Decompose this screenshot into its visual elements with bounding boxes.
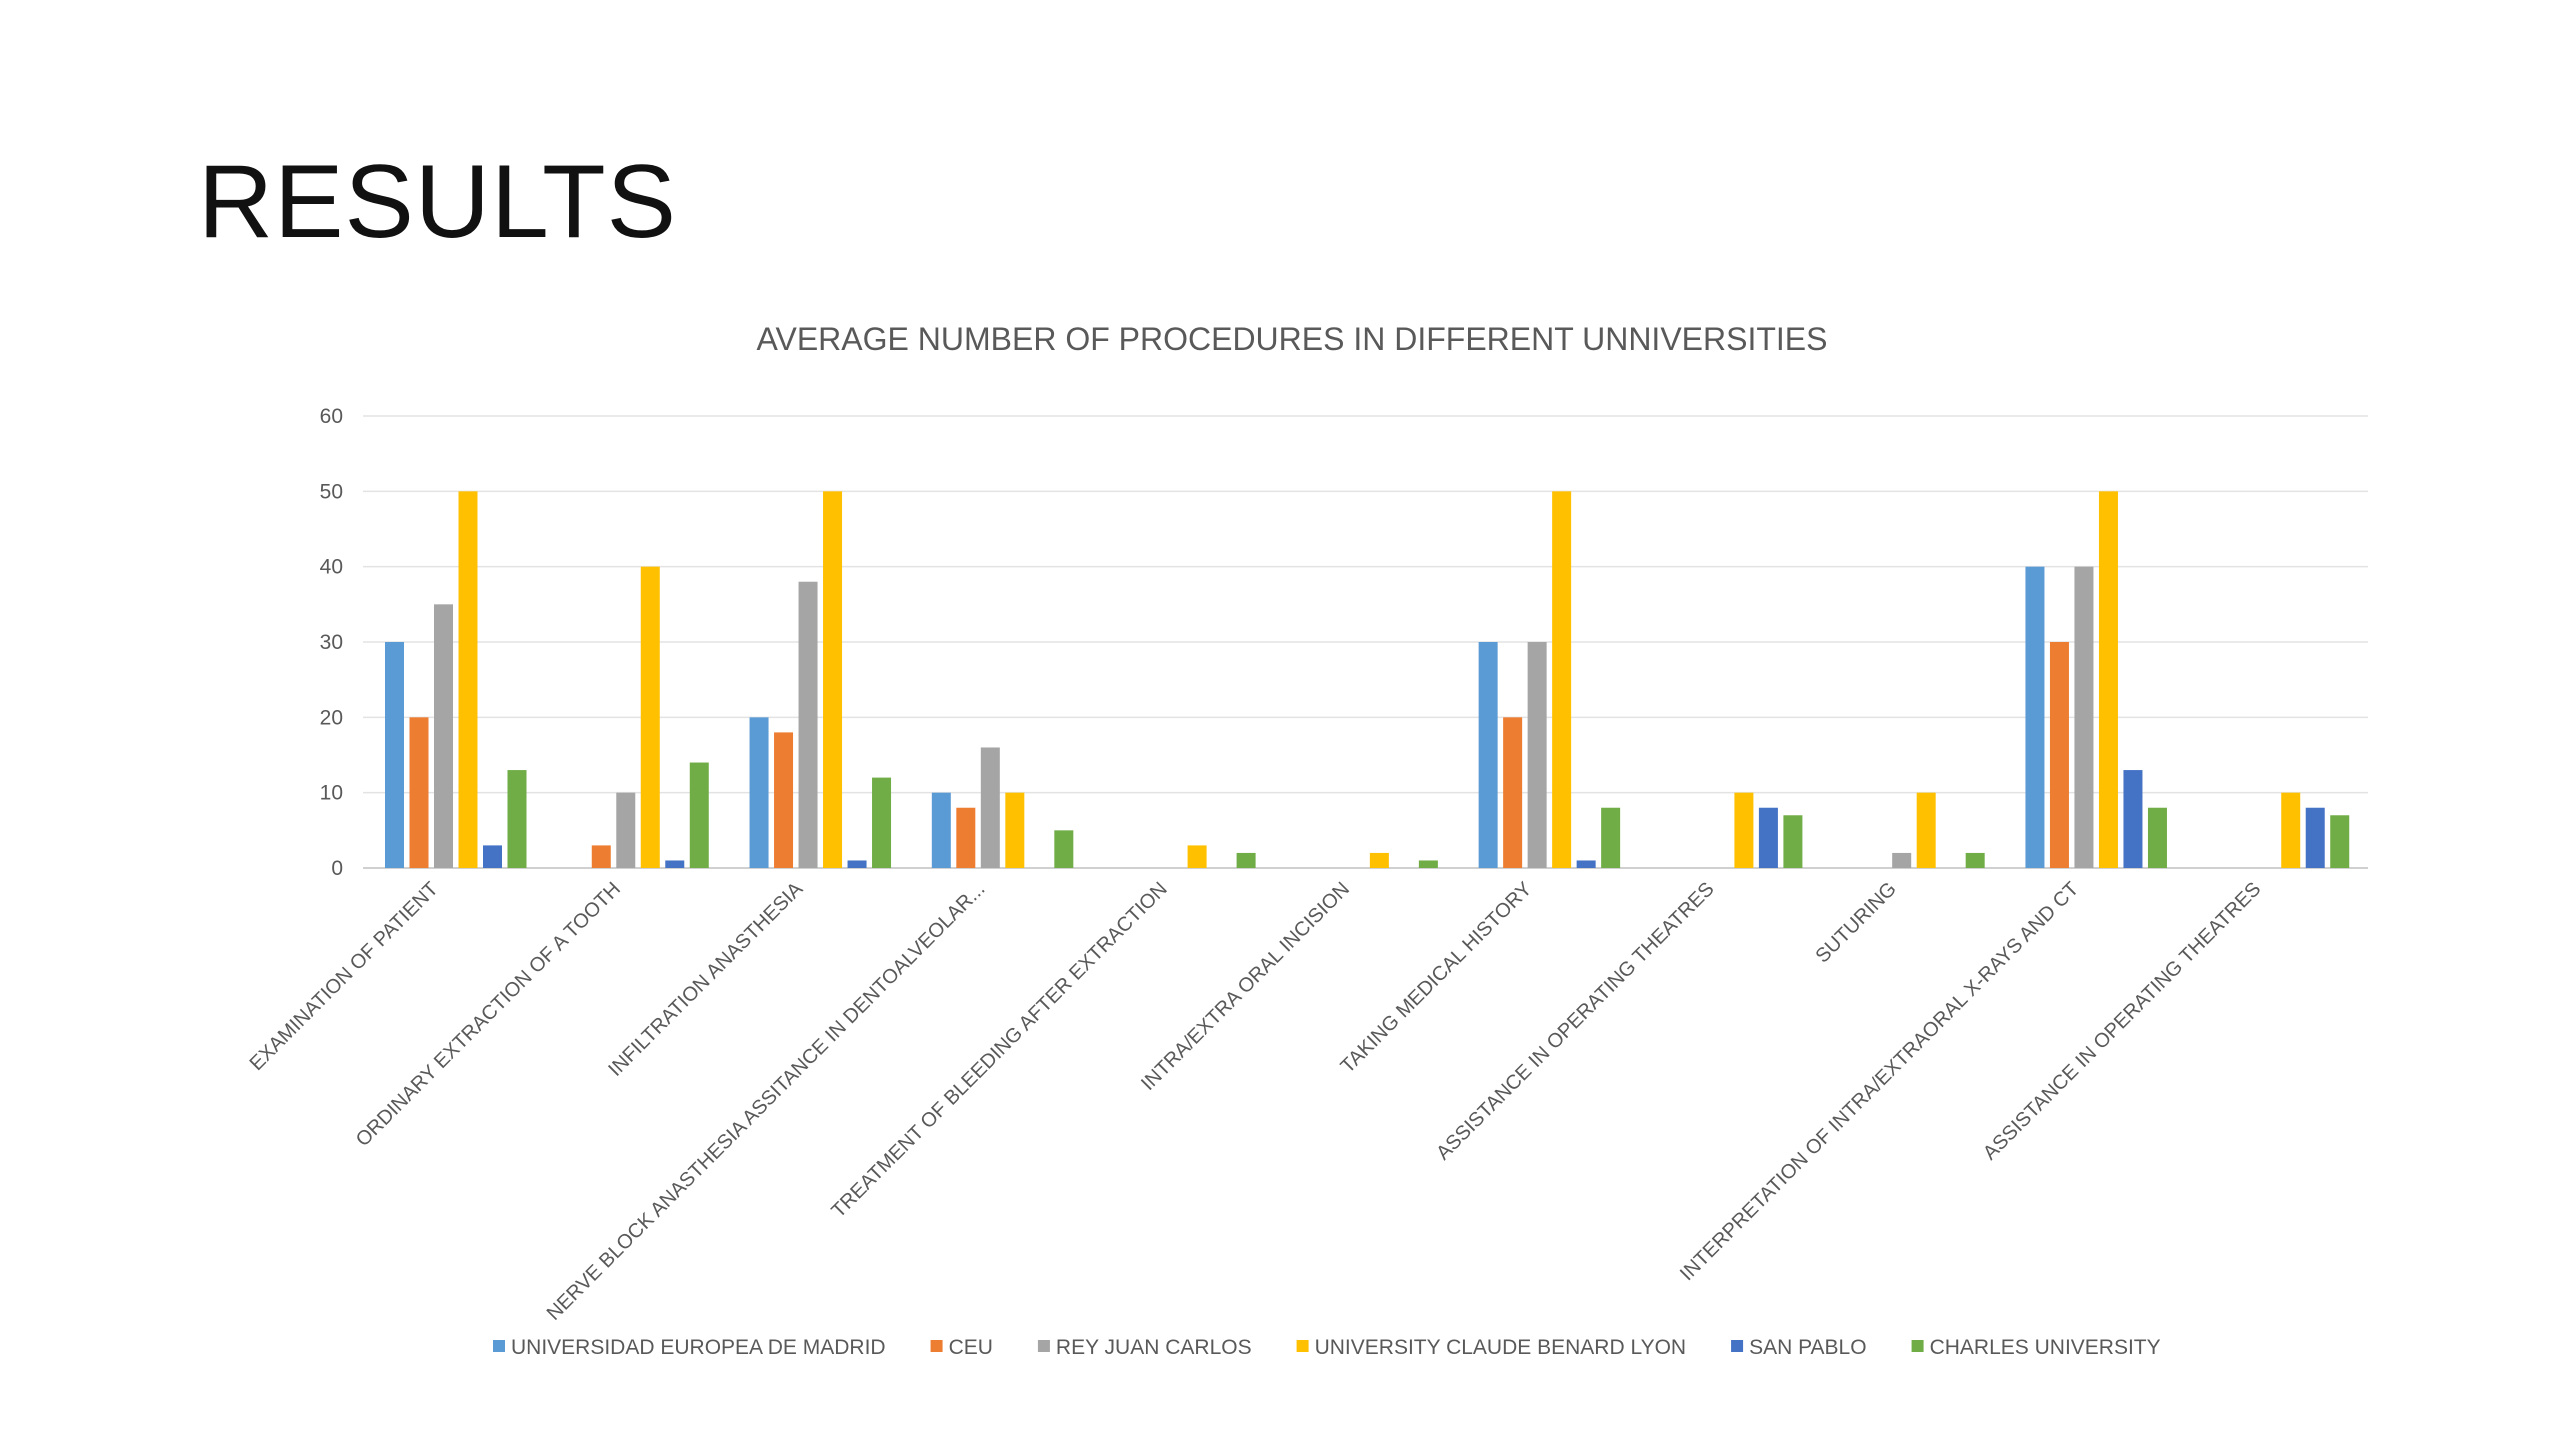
- bar: [689, 762, 709, 868]
- y-axis-ticks: 0 10 20 30 40 50 60: [320, 405, 343, 880]
- x-category-label: NERVE BLOCK ANASTHESIA ASSITANCE IN DENT…: [543, 878, 990, 1325]
- legend-swatch: [1037, 1340, 1050, 1352]
- bar: [665, 860, 685, 868]
- bar: [1369, 852, 1389, 868]
- bar: [507, 770, 527, 868]
- bar: [1892, 852, 1912, 868]
- bar: [2305, 807, 2325, 868]
- x-category-label: SUTURING: [1811, 878, 1900, 967]
- bar: [2025, 566, 2045, 868]
- bar: [2330, 815, 2350, 868]
- bar: [1236, 852, 1256, 868]
- bar: [2074, 566, 2094, 868]
- chart-title: AVERAGE NUMBER OF PROCEDURES IN DIFFEREN…: [757, 321, 1828, 357]
- y-tick-label: 0: [331, 857, 343, 880]
- bar: [434, 604, 453, 868]
- bar: [1503, 717, 1523, 868]
- legend-label: SAN PABLO: [1749, 1336, 1867, 1359]
- legend-label: REY JUAN CARLOS: [1056, 1336, 1252, 1359]
- x-category-label: INFILTRATION ANASTHESIA: [604, 878, 807, 1081]
- bar: [483, 845, 502, 868]
- bar: [1758, 807, 1778, 868]
- bar: [774, 732, 794, 868]
- y-tick-label: 20: [320, 706, 343, 729]
- y-tick-label: 30: [320, 631, 343, 654]
- bar: [385, 642, 404, 868]
- legend-label: UNIVERSITY CLAUDE BENARD LYON: [1315, 1336, 1686, 1359]
- bar: [1418, 860, 1438, 868]
- y-tick-label: 50: [320, 480, 343, 503]
- legend-swatch: [1911, 1340, 1924, 1352]
- legend-label: CEU: [949, 1336, 993, 1359]
- x-category-label: TAKING MEDICAL HISTORY: [1337, 878, 1537, 1078]
- bar: [1054, 830, 1074, 868]
- bars: [385, 491, 2350, 868]
- bar: [409, 717, 429, 868]
- bar: [1005, 792, 1025, 868]
- bar: [847, 860, 867, 868]
- y-tick-label: 40: [320, 556, 343, 579]
- x-category-label: INTRA/EXTRA ORAL INCISION: [1137, 878, 1354, 1095]
- bar: [2147, 807, 2167, 868]
- x-category-label: ASSISTANCE IN OPERATING THEATRES: [1432, 878, 1718, 1164]
- bar: [2098, 491, 2118, 868]
- bar: [2281, 792, 2301, 868]
- bar: [1527, 642, 1547, 868]
- bar: [1783, 815, 1803, 868]
- bar: [640, 566, 660, 868]
- bar: [1965, 852, 1985, 868]
- bar: [823, 491, 843, 868]
- x-category-label: INTERPRETATION OF INTRA/EXTRAORAL X-RAYS…: [1676, 878, 2083, 1285]
- legend: UNIVERSIDAD EUROPEA DE MADRID CEU REY JUAN…: [493, 1336, 2161, 1359]
- bar: [1916, 792, 1936, 868]
- bar: [1576, 860, 1596, 868]
- bar: [591, 845, 611, 868]
- slide-title: RESULTS: [198, 144, 677, 260]
- bar: [1734, 792, 1754, 868]
- y-tick-label: 60: [320, 405, 343, 428]
- bar: [616, 792, 636, 868]
- legend-swatch: [1731, 1340, 1744, 1352]
- bar: [749, 717, 769, 868]
- bar: [2049, 642, 2069, 868]
- bar: [458, 491, 478, 868]
- legend-swatch: [493, 1340, 505, 1352]
- bar: [931, 792, 951, 868]
- y-tick-label: 10: [320, 782, 343, 805]
- legend-swatch: [1296, 1340, 1309, 1352]
- bar: [872, 777, 892, 868]
- x-category-label: EXAMINATION OF PATIENT: [246, 878, 443, 1075]
- x-category-label: ASSISTANCE IN OPERATING THEATRES: [1979, 878, 2265, 1164]
- legend-swatch: [930, 1340, 943, 1352]
- bar: [798, 581, 818, 868]
- bar: [1187, 845, 1207, 868]
- bar: [1478, 642, 1498, 868]
- bar: [1601, 807, 1621, 868]
- bar: [2123, 770, 2143, 868]
- bar: [1552, 491, 1572, 868]
- bar: [956, 807, 976, 868]
- bar: [980, 747, 1000, 868]
- x-category-label: TREATMENT OF BLEEDING AFTER EXTRACTION: [827, 878, 1171, 1222]
- legend-label: CHARLES UNIVERSITY: [1930, 1336, 2161, 1359]
- legend-label: UNIVERSIDAD EUROPEA DE MADRID: [511, 1336, 886, 1359]
